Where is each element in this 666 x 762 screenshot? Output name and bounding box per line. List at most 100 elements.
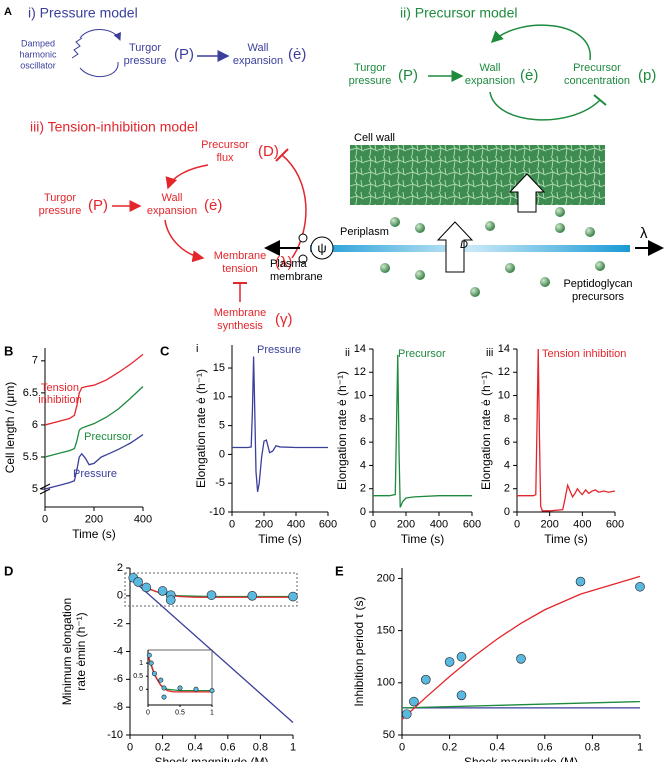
axis-break bbox=[39, 483, 51, 495]
arrow bbox=[164, 219, 205, 263]
node-text: expansion bbox=[233, 55, 283, 67]
series-label: Tension inhibition bbox=[38, 382, 82, 406]
data-point bbox=[420, 674, 431, 685]
model-title: ii) Precursor model bbox=[400, 5, 517, 21]
panel-a: A i) Pressure model Damped harmonic osci… bbox=[4, 5, 664, 332]
model-title: iii) Tension-inhibition model bbox=[30, 119, 198, 135]
arrow bbox=[165, 164, 209, 190]
data-point bbox=[516, 654, 526, 664]
node-symbol: (P) bbox=[88, 197, 108, 214]
flux-arrow bbox=[436, 221, 474, 273]
node-text: pressure bbox=[39, 205, 82, 217]
x-axis-label: Time (s) bbox=[258, 532, 302, 546]
node-text: expansion bbox=[147, 205, 197, 217]
x-tick-label: 600 bbox=[319, 519, 337, 531]
node-symbol: (P) bbox=[398, 67, 418, 84]
y-tick-label: 12 bbox=[354, 366, 366, 378]
x-tick-label: 600 bbox=[606, 519, 624, 531]
panel-label: C bbox=[160, 343, 170, 358]
x-tick-label: 1 bbox=[290, 742, 296, 754]
y-tick-label: -6 bbox=[113, 673, 123, 685]
subpanel-label: ii bbox=[345, 347, 350, 359]
data-line bbox=[44, 353, 144, 426]
node-text: oscillator bbox=[20, 60, 56, 70]
y-axis-label: Minimum elongation bbox=[60, 598, 74, 705]
data-point bbox=[146, 652, 152, 658]
cell-label: Cell wall bbox=[354, 132, 395, 144]
node-text: tension bbox=[222, 263, 257, 275]
x-tick-label: 0.6 bbox=[537, 742, 552, 754]
x-axis-label: Time (s) bbox=[544, 532, 588, 546]
node-text: Turgor bbox=[129, 42, 161, 54]
data-point bbox=[247, 591, 258, 601]
data-point bbox=[635, 581, 645, 592]
cell-label: Plasma bbox=[270, 258, 308, 270]
y-tick-label: -10 bbox=[107, 729, 123, 741]
inhibition-arc bbox=[489, 91, 601, 121]
y-tick-label: 8 bbox=[504, 413, 510, 425]
data-point bbox=[456, 690, 467, 701]
channel bbox=[310, 236, 334, 260]
node-symbol: (λ) bbox=[275, 254, 293, 271]
node-text: expansion bbox=[465, 75, 515, 87]
y-tick-label: 4 bbox=[360, 459, 366, 471]
y-tick-label: 6 bbox=[360, 436, 366, 448]
y-tick-label: 12 bbox=[498, 366, 510, 378]
x-tick-label: 0 bbox=[514, 519, 520, 531]
x-tick-label: 0 bbox=[146, 709, 150, 716]
y-tick-label: 5 bbox=[32, 483, 38, 495]
spring bbox=[71, 37, 83, 59]
y-tick-label: 200 bbox=[377, 572, 395, 584]
cell-wall bbox=[350, 145, 605, 205]
x-tick-label: 400 bbox=[430, 519, 448, 531]
subpanel-label: i bbox=[196, 343, 198, 355]
data-point bbox=[177, 685, 183, 691]
data-point bbox=[456, 651, 467, 662]
data-line bbox=[44, 385, 144, 458]
y-tick-label: 2 bbox=[117, 562, 123, 574]
y-tick-label: -10 bbox=[209, 506, 225, 518]
x-tick-label: 200 bbox=[255, 519, 273, 531]
node-text: synthesis bbox=[217, 320, 263, 332]
data-point bbox=[193, 686, 199, 692]
node-text: pressure bbox=[349, 75, 392, 87]
x-tick-label: 200 bbox=[397, 519, 415, 531]
data-line bbox=[232, 356, 328, 492]
node-symbol: (D) bbox=[258, 143, 279, 160]
node-text: flux bbox=[216, 152, 234, 164]
x-tick-label: 400 bbox=[134, 514, 152, 526]
data-point bbox=[148, 660, 154, 666]
data-line bbox=[44, 434, 144, 490]
data-point bbox=[133, 577, 143, 587]
y-tick-label: 0.5 bbox=[133, 673, 143, 680]
x-tick-label: 400 bbox=[287, 519, 305, 531]
x-tick-label: 0.4 bbox=[188, 742, 203, 754]
y-tick-label: 14 bbox=[354, 343, 366, 355]
y-tick-label: 14 bbox=[498, 343, 510, 355]
x-tick-label: 1 bbox=[637, 742, 643, 754]
subplot-title: Precursor bbox=[398, 348, 446, 360]
x-tick-label: 0.6 bbox=[220, 742, 235, 754]
y-tick-label: 6.5 bbox=[23, 387, 38, 399]
zoom-box bbox=[124, 572, 298, 607]
y-tick-label: 0 bbox=[504, 506, 510, 518]
y-tick-label: 7 bbox=[32, 355, 38, 367]
data-point bbox=[157, 586, 168, 596]
data-line bbox=[373, 354, 472, 508]
model-title: i) Pressure model bbox=[28, 5, 138, 21]
y-tick-label: 0 bbox=[139, 686, 143, 693]
y-tick-label: 6 bbox=[32, 419, 38, 431]
node-symbol: (P) bbox=[174, 46, 194, 63]
node-text: Wall bbox=[480, 62, 501, 74]
y-axis-label: Elongation rate ė (h⁻¹) bbox=[194, 369, 208, 488]
cell-symbol: D bbox=[460, 239, 468, 251]
data-point bbox=[209, 688, 215, 694]
x-tick-label: 600 bbox=[463, 519, 481, 531]
y-tick-label: -2 bbox=[113, 618, 123, 630]
x-tick-label: 200 bbox=[540, 519, 558, 531]
inhibition-arc bbox=[281, 154, 307, 259]
y-tick-label: 4 bbox=[504, 459, 510, 471]
series-label: Pressure bbox=[72, 468, 118, 480]
x-tick-label: 0.4 bbox=[490, 742, 505, 754]
